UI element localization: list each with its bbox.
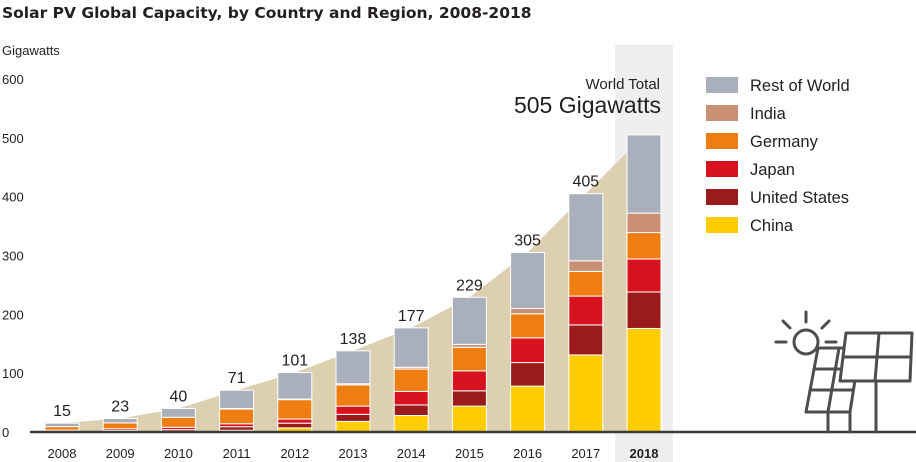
total-labels-group: 15 23 40 71 101 138 177 229 305 405 [53,174,599,420]
legend-label-china: China [750,217,794,235]
bar-2015-united-states [451,390,487,407]
x-tick-label-2011: 2011 [223,446,251,461]
x-ticks-group: 2008 2009 2010 2011 2012 2013 2014 2015 2016 2017… [48,446,659,461]
chart-title: Solar PV Global Capacity, by Country and… [2,4,532,22]
y-tick-label-0: 0 [2,425,9,440]
bar-2017-china [568,354,604,433]
legend-label-rest-of-world: Rest of World [750,77,850,95]
bar-2009-rest-of-world [102,417,138,424]
bar-2017-japan [568,295,604,326]
bar-2012-japan [277,418,313,424]
bar-2018-germany [626,232,662,260]
y-tick-label-400: 400 [2,190,24,205]
bar-2014-germany [393,368,429,392]
x-tick-label-2018: 2018 [630,446,659,461]
x-tick-label-2008: 2008 [48,446,77,461]
bar-2015-rest-of-world [451,296,487,345]
bar-2016-india [510,307,546,315]
bar-2013-rest-of-world [335,350,371,385]
bars-group [44,134,662,433]
legend-label-india: India [750,105,787,123]
x-tick-label-2009: 2009 [106,446,135,461]
y-ticks-group: 0 100 200 300 400 500 600 [2,72,24,440]
bar-2012-rest-of-world [277,372,313,400]
bar-2011-germany [219,408,255,425]
bar-2010-rest-of-world [160,407,196,418]
legend-swatch-india [706,105,738,121]
x-tick-label-2013: 2013 [339,446,368,461]
y-tick-label-200: 200 [2,307,24,322]
bar-2016-japan [510,337,546,364]
total-label-2014: 177 [398,308,425,325]
legend-swatch-united-states [706,189,738,205]
bar-2009-germany [102,422,138,430]
x-tick-label-2016: 2016 [513,446,542,461]
bar-2017-united-states [568,324,604,356]
bar-2014-japan [393,390,429,406]
bar-2016-rest-of-world [510,252,546,309]
x-tick-label-2015: 2015 [455,446,484,461]
bar-2018-japan [626,258,662,293]
legend-label-japan: Japan [750,161,795,179]
total-label-2009: 23 [111,398,129,415]
x-tick-label-2017: 2017 [571,446,600,461]
bar-2017-germany [568,270,604,297]
bar-2008-rest-of-world [44,422,80,428]
bar-2012-germany [277,399,313,420]
bar-2015-germany [451,346,487,372]
legend-swatch-japan [706,161,738,177]
bar-2015-china [451,405,487,433]
bar-2016-germany [510,313,546,339]
bar-2014-rest-of-world [393,327,429,368]
bar-2018-rest-of-world [626,134,662,214]
bar-2010-germany [160,416,196,428]
world-total-value: 505 Gigawatts [514,92,661,118]
bar-2014-china [393,415,429,433]
x-tick-label-2010: 2010 [164,446,193,461]
bar-2016-china [510,385,546,433]
total-label-2012: 101 [281,353,308,370]
y-tick-label-100: 100 [2,366,24,381]
bar-2018-united-states [626,291,662,329]
legend-swatch-rest-of-world [706,77,738,93]
bar-2014-united-states [393,404,429,417]
y-tick-label-300: 300 [2,249,24,264]
total-label-2013: 138 [340,331,367,348]
legend-swatch-germany [706,133,738,149]
bar-2018-china [626,327,662,433]
world-total-caption: World Total [586,76,660,93]
bar-2015-japan [451,370,487,392]
bar-2013-germany [335,384,371,407]
bar-2018-india [626,212,662,234]
bar-2013-united-states [335,413,371,422]
total-label-2015: 229 [456,277,483,294]
y-axis-label: Gigawatts [2,43,60,58]
world-total-area [45,134,661,432]
bar-2012-united-states [277,422,313,429]
total-label-2008: 15 [53,403,71,420]
total-label-2017: 405 [572,174,599,191]
legend: Rest of World India Germany Japan United Sta… [706,77,850,235]
bar-2011-rest-of-world [219,389,255,409]
x-tick-label-2012: 2012 [280,446,309,461]
y-tick-label-500: 500 [2,131,24,146]
bar-2008-germany [44,426,80,431]
bar-2011-united-states [219,426,255,431]
legend-label-germany: Germany [750,133,819,151]
y-tick-label-600: 600 [2,72,24,87]
solar-panel-icon [774,310,914,434]
legend-label-united-states: United States [750,189,849,207]
total-label-2010: 40 [170,388,188,405]
bar-2016-united-states [510,362,546,387]
total-label-2011: 71 [228,370,246,387]
bar-2013-china [335,420,371,433]
x-tick-label-2014: 2014 [397,446,426,461]
bar-2017-rest-of-world [568,193,604,262]
bar-2017-india [568,260,604,272]
bar-2013-japan [335,405,371,415]
legend-swatch-china [706,217,738,233]
total-label-2016: 305 [514,233,541,250]
